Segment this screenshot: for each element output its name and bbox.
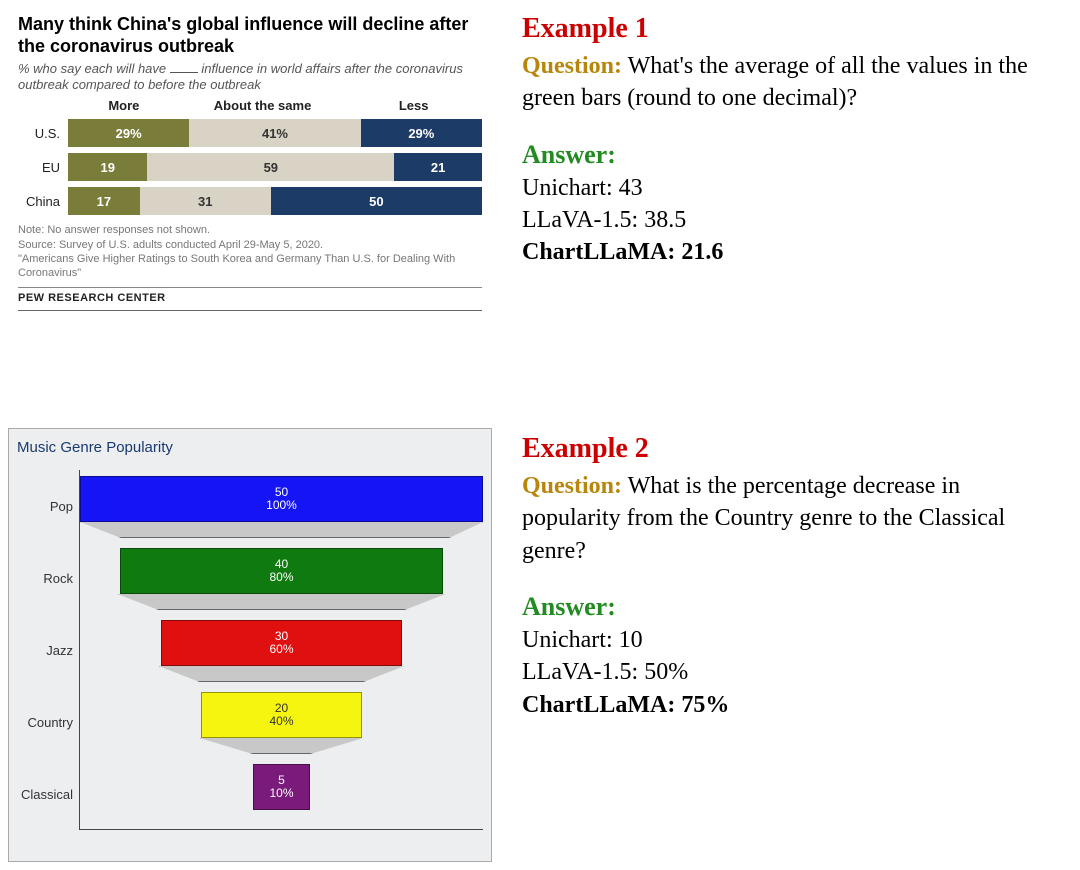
example-1-question: Question: What's the average of all the … (522, 50, 1062, 115)
funnel-chart-container: Music Genre Popularity PopRockJazzCountr… (0, 420, 500, 870)
example-2-question: Question: What is the percentage decreas… (522, 470, 1062, 567)
pew-chart-container: Many think China's global influence will… (0, 0, 500, 420)
pew-row: China173150 (18, 187, 482, 215)
funnel-connector (80, 522, 483, 538)
funnel-y-label: Classical (17, 758, 79, 830)
funnel-stage-area: 50100% 4080% 3060% 2040% 510% (79, 470, 483, 830)
pew-bar: 195921 (68, 153, 482, 181)
example-1-answers: Unichart: 43LLaVA-1.5: 38.5ChartLLaMA: 2… (522, 172, 1062, 269)
answer-line: LLaVA-1.5: 38.5 (522, 204, 1062, 236)
funnel-connector-row (80, 594, 483, 610)
pew-row: U.S.29%41%29% (18, 119, 482, 147)
pew-source: PEW RESEARCH CENTER (18, 287, 482, 304)
funnel-row: 4080% (80, 548, 483, 594)
example-2-label: Example 2 (522, 430, 1062, 468)
funnel-chart: Music Genre Popularity PopRockJazzCountr… (8, 428, 492, 862)
answer-line: ChartLLaMA: 75% (522, 689, 1062, 721)
pew-bottom-rule (18, 310, 482, 311)
pew-row-label: China (18, 194, 68, 209)
answer-line: Unichart: 10 (522, 624, 1062, 656)
funnel-y-label: Rock (17, 542, 79, 614)
seg-more: 17 (68, 187, 140, 215)
funnel-connector-row (80, 738, 483, 754)
funnel-connector-row (80, 666, 483, 682)
funnel-bar: 2040% (201, 692, 362, 738)
pew-rows: U.S.29%41%29%EU195921China173150 (18, 119, 482, 215)
pew-row: EU195921 (18, 153, 482, 181)
example-2-text: Example 2 Question: What is the percenta… (500, 420, 1080, 870)
example-1-row: Many think China's global influence will… (0, 0, 1080, 420)
funnel-y-labels: PopRockJazzCountryClassical (17, 470, 79, 830)
funnel-title: Music Genre Popularity (17, 439, 483, 456)
pew-column-headers: More About the same Less (68, 98, 482, 113)
seg-more: 19 (68, 153, 147, 181)
seg-same: 59 (147, 153, 394, 181)
funnel-body: PopRockJazzCountryClassical 50100% 4080% 3… (17, 470, 483, 830)
seg-less: 50 (271, 187, 482, 215)
pew-chart: Many think China's global influence will… (8, 8, 492, 315)
question-label: Question: (522, 473, 622, 499)
pew-subtitle: % who say each will have influence in wo… (18, 61, 482, 92)
funnel-connector (118, 594, 446, 610)
funnel-connector (159, 666, 405, 682)
funnel-row: 2040% (80, 692, 483, 738)
question-label: Question: (522, 53, 622, 79)
example-2-row: Music Genre Popularity PopRockJazzCountr… (0, 420, 1080, 870)
funnel-y-label: Pop (17, 470, 79, 542)
funnel-row: 510% (80, 764, 483, 810)
pew-row-label: U.S. (18, 126, 68, 141)
seg-less: 29% (361, 119, 482, 147)
funnel-connector-row (80, 522, 483, 538)
funnel-y-label: Jazz (17, 614, 79, 686)
pew-notes: Note: No answer responses not shown. Sou… (18, 223, 482, 280)
funnel-row: 50100% (80, 476, 483, 522)
seg-less: 21 (394, 153, 482, 181)
seg-same: 31 (140, 187, 271, 215)
funnel-bar: 3060% (161, 620, 403, 666)
answer-line: ChartLLaMA: 21.6 (522, 236, 1062, 268)
funnel-row: 3060% (80, 620, 483, 666)
answer-label: Answer: (522, 589, 1062, 624)
seg-more: 29% (68, 119, 189, 147)
funnel-connector (200, 738, 364, 754)
seg-same: 41% (189, 119, 360, 147)
pew-row-label: EU (18, 160, 68, 175)
pew-title: Many think China's global influence will… (18, 14, 482, 57)
funnel-bar: 4080% (120, 548, 442, 594)
blank-underline (170, 72, 198, 73)
pew-bar: 173150 (68, 187, 482, 215)
funnel-y-label: Country (17, 686, 79, 758)
pew-bar: 29%41%29% (68, 119, 482, 147)
example-1-text: Example 1 Question: What's the average o… (500, 0, 1080, 420)
answer-line: Unichart: 43 (522, 172, 1062, 204)
example-2-answers: Unichart: 10LLaVA-1.5: 50%ChartLLaMA: 75… (522, 624, 1062, 721)
funnel-bar: 50100% (80, 476, 483, 522)
example-1-label: Example 1 (522, 10, 1062, 48)
answer-line: LLaVA-1.5: 50% (522, 656, 1062, 688)
answer-label: Answer: (522, 137, 1062, 172)
funnel-bar: 510% (253, 764, 309, 810)
